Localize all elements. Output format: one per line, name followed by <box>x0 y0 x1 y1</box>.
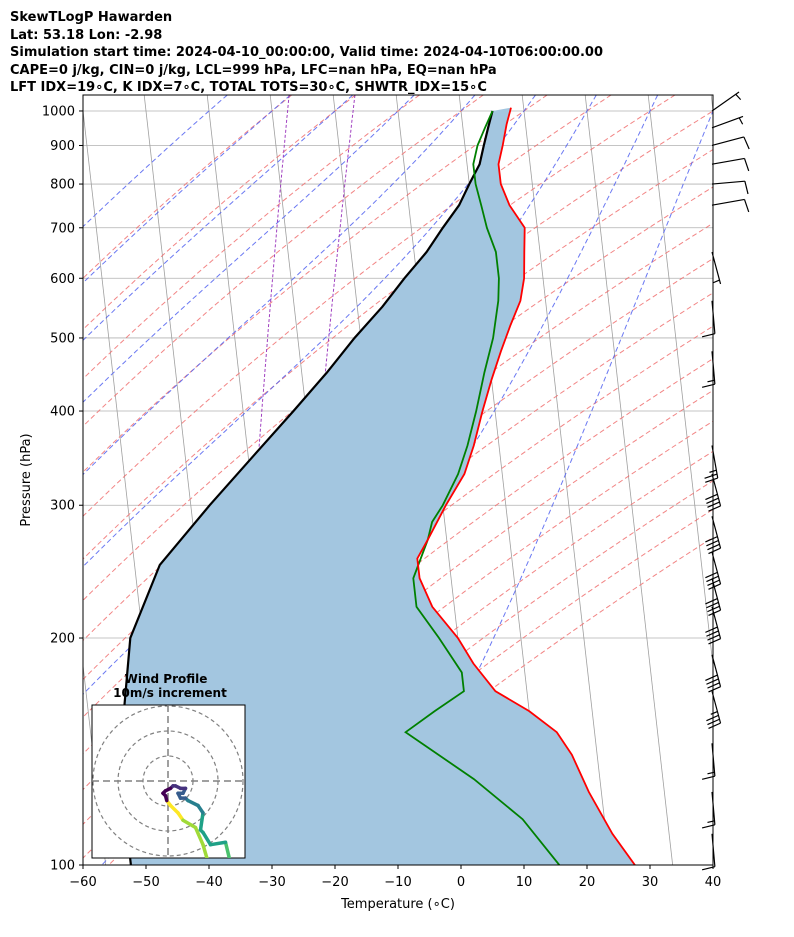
hodograph-segment <box>208 840 228 847</box>
chart-title: SkewTLogP Hawarden <box>10 10 173 25</box>
dry-adiabat-line <box>83 95 484 427</box>
x-tick-label: −30 <box>258 875 285 890</box>
dry-adiabat-line <box>83 222 713 718</box>
hodograph-segment <box>181 818 198 830</box>
wind-barb <box>711 115 744 129</box>
moist-adiabat-line <box>83 95 228 228</box>
x-tick-label: 0 <box>457 875 465 890</box>
y-tick-label: 300 <box>50 499 75 514</box>
moist-adiabat-line <box>83 95 291 284</box>
parcel-profile-line <box>120 110 494 865</box>
index-line: LFT IDX=19∘C, K IDX=7∘C, TOTAL TOTS=30∘C… <box>10 80 487 96</box>
wind-barb <box>711 157 750 172</box>
hodograph-segment <box>163 793 169 803</box>
time-line: Simulation start time: 2024-04-10_00:00:… <box>10 45 603 61</box>
isotherm-line <box>83 662 107 865</box>
isotherm-line <box>647 95 713 670</box>
dry-adiabat-line <box>83 95 293 279</box>
dry-adiabat-line <box>83 95 356 331</box>
hodograph-segment <box>201 842 209 858</box>
wind-barb <box>704 445 719 483</box>
x-axis-label: Temperature (∘C) <box>340 897 455 912</box>
dewpoint-line <box>404 110 561 865</box>
dry-adiabat-line <box>83 95 676 560</box>
dry-adiabat-line <box>173 450 713 865</box>
cape-line: CAPE=0 j/kg, CIN=0 j/kg, LCL=999 hPa, LF… <box>10 62 497 78</box>
y-tick-label: 400 <box>50 405 75 420</box>
moist-adiabat-line <box>83 95 354 342</box>
x-tick-label: −50 <box>132 875 159 890</box>
x-tick-label: 10 <box>516 875 533 890</box>
isotherm-line <box>521 95 611 865</box>
y-tick-label: 500 <box>50 331 75 346</box>
location-line: Lat: 53.18 Lon: -2.98 <box>10 27 163 43</box>
isotherm-line <box>584 95 674 865</box>
x-tick-label: −10 <box>384 875 411 890</box>
isotherm-line <box>774 95 794 865</box>
y-tick-label: 100 <box>50 859 75 874</box>
dry-adiabat-line <box>83 186 713 681</box>
x-tick-label: 40 <box>705 875 722 890</box>
wind-barb <box>711 91 742 112</box>
moist-adiabat-line <box>366 109 713 865</box>
dry-adiabat-line <box>83 95 548 473</box>
y-tick-label: 800 <box>50 178 75 193</box>
x-tick-label: −40 <box>195 875 222 890</box>
y-axis-label: Pressure (hPa) <box>19 433 34 526</box>
hodograph-segment <box>201 830 213 847</box>
y-tick-label: 700 <box>50 221 75 236</box>
x-tick-label: −20 <box>321 875 348 890</box>
dry-adiabat-line <box>238 508 713 865</box>
dry-adiabat-line <box>271 536 713 865</box>
wind-barb <box>711 198 750 213</box>
hodograph-segment <box>198 811 205 832</box>
hodograph-segment <box>231 869 236 884</box>
hodograph-segment <box>223 840 232 858</box>
moist-adiabat-line <box>83 95 415 403</box>
dry-adiabat-line <box>141 420 713 865</box>
chart-header: SkewTLogP Hawarden Lat: 53.18 Lon: -2.98… <box>10 9 790 97</box>
y-tick-label: 900 <box>50 139 75 154</box>
wind-barb <box>711 136 750 150</box>
x-tick-label: −60 <box>69 875 96 890</box>
dry-adiabat-line <box>83 95 612 517</box>
y-tick-label: 200 <box>50 632 75 647</box>
wind-barb <box>711 180 749 195</box>
hodograph-title: Wind Profile <box>125 672 208 686</box>
hodograph-segment <box>186 798 200 808</box>
temperature-line <box>416 107 636 865</box>
hodograph-subtitle: 10m/s increment <box>113 686 227 700</box>
y-tick-label: 600 <box>50 272 75 287</box>
y-tick-label: 1000 <box>42 104 75 119</box>
x-tick-label: 30 <box>642 875 659 890</box>
isotherm-line <box>710 95 713 115</box>
dry-adiabat-line <box>83 95 420 380</box>
parcel-shading <box>122 107 635 865</box>
hodograph-segment <box>193 825 205 847</box>
x-tick-label: 20 <box>579 875 596 890</box>
